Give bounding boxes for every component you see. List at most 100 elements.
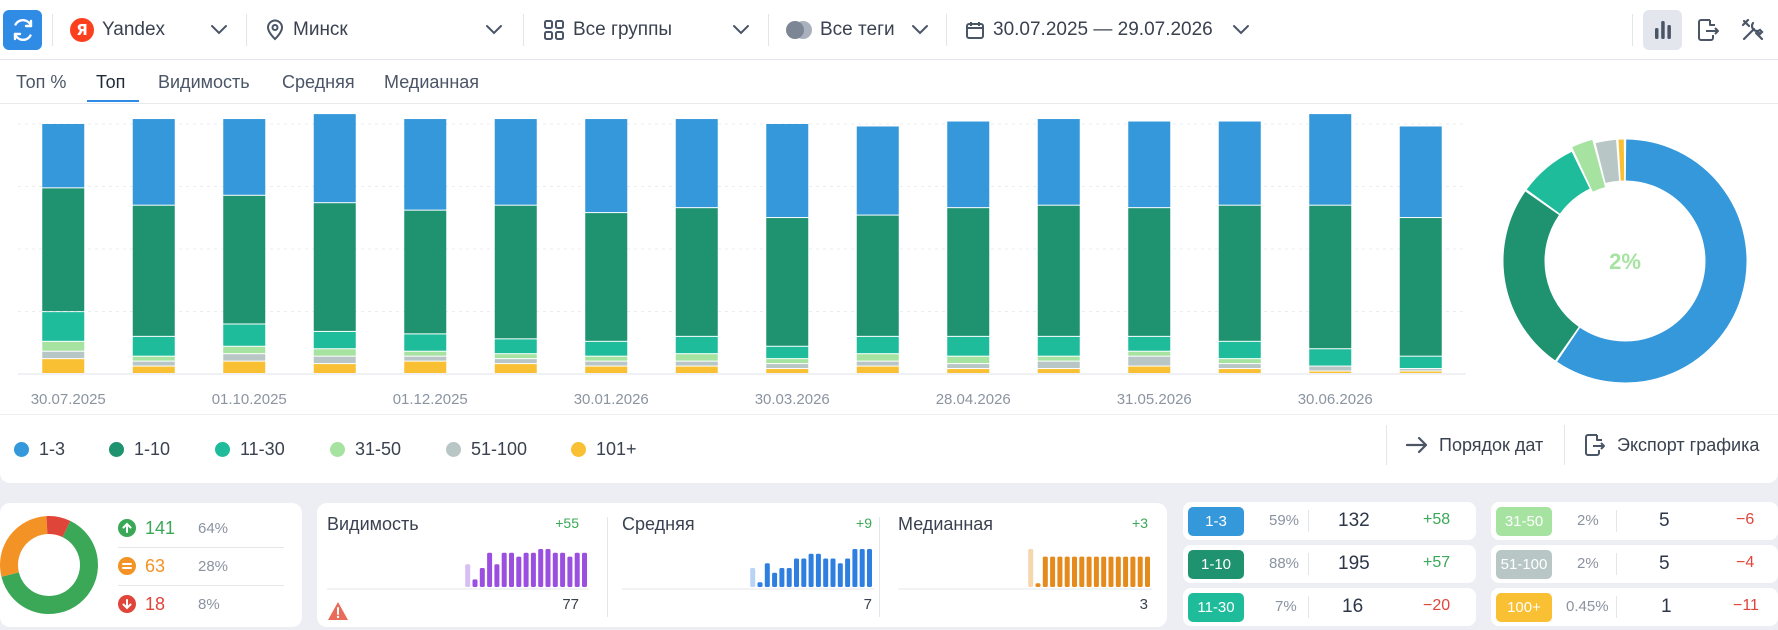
bar-segment-51-100[interactable] bbox=[132, 361, 175, 366]
bar-segment-11-30[interactable] bbox=[947, 336, 990, 356]
bar-segment-101+[interactable] bbox=[675, 366, 718, 373]
bar-segment-51-100[interactable] bbox=[766, 364, 809, 369]
metric-median[interactable]: Медианная +3 3 bbox=[898, 503, 1160, 627]
bar-segment-11-30[interactable] bbox=[1128, 336, 1171, 351]
bar-segment-1-10[interactable] bbox=[856, 215, 899, 336]
bar-segment-1-3[interactable] bbox=[494, 119, 537, 205]
bar-segment-101+[interactable] bbox=[42, 359, 85, 373]
bar-segment-1-10[interactable] bbox=[766, 218, 809, 346]
bar-segment-101+[interactable] bbox=[1218, 369, 1261, 373]
bar-segment-1-3[interactable] bbox=[1309, 114, 1352, 205]
bar-segment-1-3[interactable] bbox=[404, 119, 447, 210]
search-engine-select[interactable]: Я Yandex bbox=[70, 0, 165, 60]
bar-segment-1-3[interactable] bbox=[766, 124, 809, 218]
bar-segment-51-100[interactable] bbox=[675, 361, 718, 366]
bar-segment-51-100[interactable] bbox=[585, 361, 628, 366]
dynamics-slice-equal[interactable] bbox=[0, 516, 48, 577]
bar-segment-51-100[interactable] bbox=[223, 354, 266, 361]
bar-segment-31-50[interactable] bbox=[494, 354, 537, 359]
settings-tools-button[interactable] bbox=[1733, 10, 1772, 50]
bar-segment-101+[interactable] bbox=[1309, 371, 1352, 373]
range-row-1-10[interactable]: 1-10 88% 195 +57 bbox=[1183, 545, 1476, 583]
bar-segment-11-30[interactable] bbox=[1037, 336, 1080, 356]
legend-item[interactable]: 101+ bbox=[571, 439, 637, 460]
bar-segment-11-30[interactable] bbox=[766, 346, 809, 359]
bar-segment-51-100[interactable] bbox=[1218, 364, 1261, 369]
bar-segment-1-3[interactable] bbox=[132, 119, 175, 205]
bar-segment-1-3[interactable] bbox=[1218, 121, 1261, 205]
bar-segment-1-3[interactable] bbox=[856, 126, 899, 215]
bar-segment-101+[interactable] bbox=[856, 366, 899, 373]
bar-segment-31-50[interactable] bbox=[1128, 351, 1171, 356]
bar-segment-101+[interactable] bbox=[947, 369, 990, 373]
date-range-select[interactable]: 30.07.2025 — 29.07.2026 bbox=[965, 0, 1213, 60]
bar-segment-31-50[interactable] bbox=[947, 356, 990, 364]
bar-segment-31-50[interactable] bbox=[313, 349, 356, 356]
range-row-51-100[interactable]: 51-100 2% 5 −4 bbox=[1491, 545, 1778, 583]
bar-segment-1-10[interactable] bbox=[675, 208, 718, 336]
bar-segment-101+[interactable] bbox=[404, 361, 447, 373]
bar-segment-1-10[interactable] bbox=[585, 213, 628, 341]
dynamics-up-row[interactable]: 141 64% bbox=[118, 509, 286, 547]
bar-segment-31-50[interactable] bbox=[675, 354, 718, 361]
bar-segment-11-30[interactable] bbox=[42, 312, 85, 341]
bar-segment-31-50[interactable] bbox=[766, 359, 809, 364]
bar-segment-101+[interactable] bbox=[223, 361, 266, 373]
tab-visibility[interactable]: Видимость bbox=[158, 72, 250, 92]
bar-segment-1-3[interactable] bbox=[675, 119, 718, 208]
bar-segment-31-50[interactable] bbox=[856, 354, 899, 361]
bar-segment-31-50[interactable] bbox=[223, 346, 266, 354]
bar-segment-11-30[interactable] bbox=[1399, 356, 1442, 369]
bar-segment-11-30[interactable] bbox=[132, 336, 175, 356]
bar-segment-1-3[interactable] bbox=[313, 114, 356, 203]
bar-segment-11-30[interactable] bbox=[223, 324, 266, 346]
bar-segment-101+[interactable] bbox=[313, 364, 356, 373]
bar-segment-1-3[interactable] bbox=[1037, 119, 1080, 205]
dynamics-slice-down[interactable] bbox=[46, 516, 71, 538]
donut-slice-11-30[interactable] bbox=[1526, 151, 1591, 215]
bar-segment-1-10[interactable] bbox=[947, 208, 990, 336]
donut-slice-1-3[interactable] bbox=[1557, 139, 1747, 383]
bar-segment-1-3[interactable] bbox=[42, 124, 85, 188]
tab-average[interactable]: Средняя bbox=[282, 72, 355, 92]
bar-segment-51-100[interactable] bbox=[947, 364, 990, 369]
bar-segment-31-50[interactable] bbox=[42, 341, 85, 351]
chevron-down-icon[interactable] bbox=[910, 21, 930, 39]
refresh-button[interactable] bbox=[3, 10, 42, 50]
bar-segment-11-30[interactable] bbox=[313, 331, 356, 349]
bar-segment-11-30[interactable] bbox=[1309, 349, 1352, 366]
bar-segment-1-10[interactable] bbox=[42, 188, 85, 312]
chart-view-button[interactable] bbox=[1643, 10, 1682, 50]
bar-segment-1-10[interactable] bbox=[1037, 205, 1080, 336]
bar-segment-101+[interactable] bbox=[1128, 366, 1171, 373]
bar-segment-1-10[interactable] bbox=[1128, 208, 1171, 336]
bar-segment-101+[interactable] bbox=[132, 366, 175, 373]
range-row-31-50[interactable]: 31-50 2% 5 −6 bbox=[1491, 502, 1778, 540]
legend-item[interactable]: 1-10 bbox=[109, 439, 170, 460]
bar-segment-1-3[interactable] bbox=[585, 119, 628, 213]
bar-segment-1-10[interactable] bbox=[1399, 218, 1442, 356]
bar-segment-31-50[interactable] bbox=[1037, 356, 1080, 361]
bar-segment-101+[interactable] bbox=[494, 364, 537, 373]
chevron-down-icon[interactable] bbox=[1231, 21, 1251, 39]
bar-segment-1-10[interactable] bbox=[404, 210, 447, 334]
bar-segment-1-10[interactable] bbox=[1218, 205, 1261, 341]
tab-top-percent[interactable]: Топ % bbox=[16, 72, 67, 92]
bar-segment-1-10[interactable] bbox=[494, 205, 537, 339]
legend-item[interactable]: 31-50 bbox=[330, 439, 401, 460]
legend-item[interactable]: 1-3 bbox=[14, 439, 65, 460]
range-row-11-30[interactable]: 11-30 7% 16 −20 bbox=[1183, 588, 1476, 626]
bar-segment-101+[interactable] bbox=[766, 369, 809, 373]
bar-segment-51-100[interactable] bbox=[1037, 361, 1080, 369]
bar-segment-51-100[interactable] bbox=[42, 351, 85, 359]
bar-segment-1-10[interactable] bbox=[313, 203, 356, 331]
dynamics-down-row[interactable]: 18 8% bbox=[118, 585, 286, 623]
metric-average[interactable]: Средняя +9 7 bbox=[622, 503, 882, 627]
donut-slice-51-100[interactable] bbox=[1595, 139, 1620, 183]
bar-segment-51-100[interactable] bbox=[1399, 369, 1442, 371]
bar-segment-11-30[interactable] bbox=[494, 339, 537, 354]
tab-median[interactable]: Медианная bbox=[384, 72, 480, 92]
bar-segment-51-100[interactable] bbox=[1309, 366, 1352, 371]
legend-item[interactable]: 51-100 bbox=[446, 439, 527, 460]
bar-segment-11-30[interactable] bbox=[1218, 341, 1261, 359]
